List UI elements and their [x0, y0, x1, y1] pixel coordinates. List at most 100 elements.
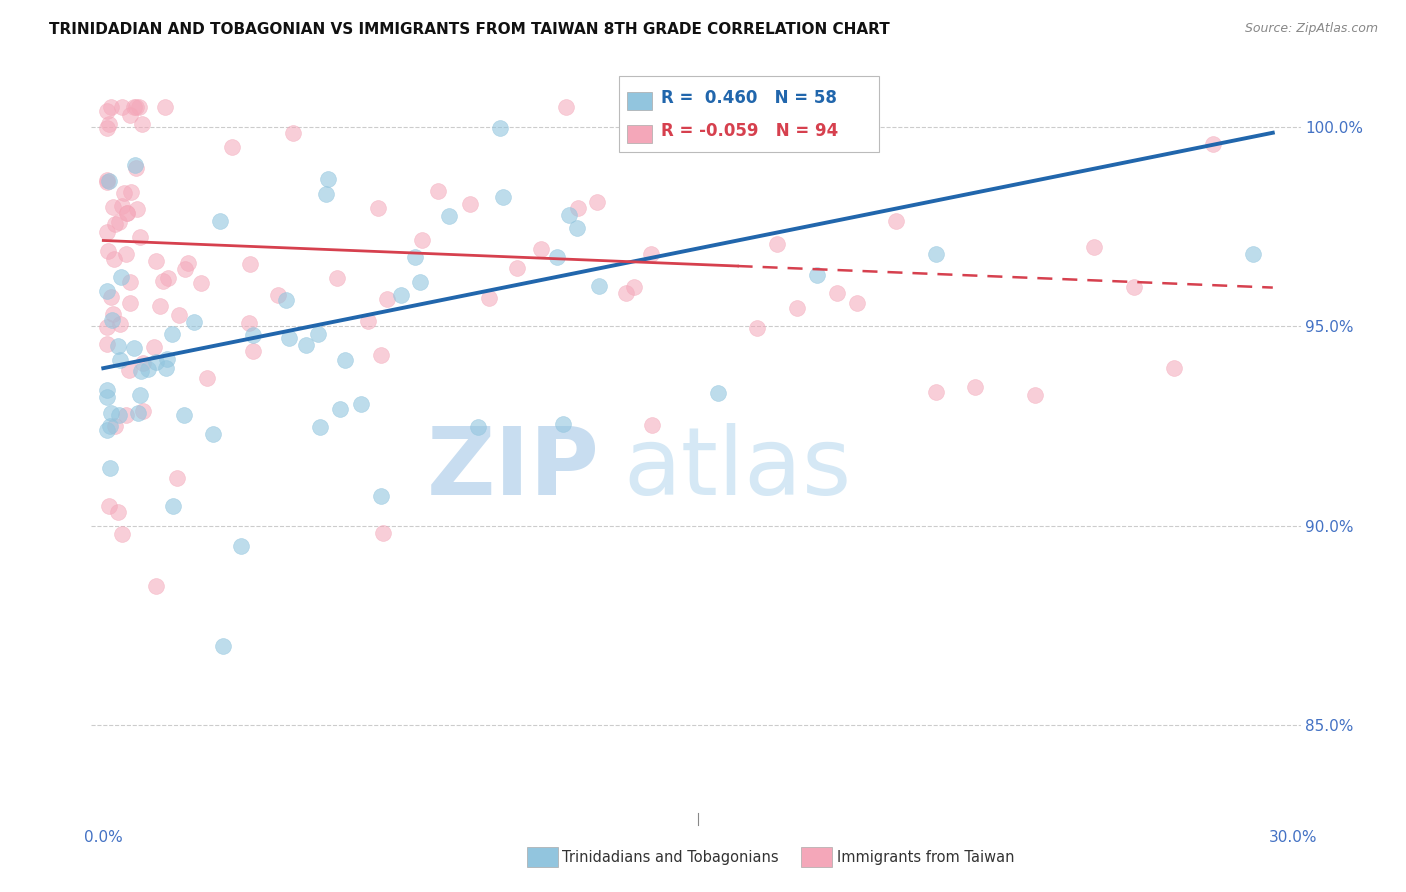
Point — [825, 285, 848, 300]
Point — [103, 307, 125, 321]
Point — [127, 405, 149, 419]
Point — [295, 338, 318, 352]
Point — [96, 337, 118, 351]
Point — [221, 140, 243, 154]
Point — [565, 220, 588, 235]
Point — [124, 161, 146, 176]
Point — [1083, 240, 1105, 254]
Point — [132, 404, 155, 418]
Point — [107, 505, 129, 519]
Point — [806, 268, 828, 282]
Point — [96, 383, 118, 397]
Point — [333, 353, 356, 368]
Point — [1024, 388, 1046, 402]
Text: atlas: atlas — [623, 423, 852, 515]
Point — [118, 108, 141, 122]
Point — [98, 174, 121, 188]
Point — [274, 293, 297, 307]
Point — [640, 247, 662, 261]
Point — [145, 579, 167, 593]
Point — [110, 269, 132, 284]
Point — [108, 408, 131, 422]
Point — [478, 291, 501, 305]
Point — [375, 292, 398, 306]
Point — [98, 460, 121, 475]
Point — [96, 103, 118, 118]
Point — [370, 348, 392, 362]
Text: Trinidadians and Tobagonians: Trinidadians and Tobagonians — [562, 850, 779, 864]
Point — [551, 417, 574, 431]
Point — [277, 331, 299, 345]
Point — [585, 195, 607, 210]
Point — [173, 408, 195, 422]
Point — [103, 252, 125, 266]
Text: R =  0.460   N = 58: R = 0.460 N = 58 — [661, 89, 837, 107]
Point — [707, 104, 730, 119]
Point — [530, 242, 553, 256]
Point — [156, 351, 179, 366]
Point — [505, 260, 527, 275]
Point — [555, 100, 578, 114]
Point — [96, 284, 118, 298]
Point — [316, 172, 339, 186]
Point — [786, 301, 808, 316]
Point — [229, 539, 252, 553]
Text: Source: ZipAtlas.com: Source: ZipAtlas.com — [1244, 22, 1378, 36]
Point — [149, 299, 172, 313]
Point — [122, 341, 145, 355]
Point — [325, 271, 347, 285]
Point — [458, 196, 481, 211]
Point — [100, 290, 122, 304]
Point — [315, 187, 337, 202]
Point — [132, 356, 155, 370]
Point — [467, 420, 489, 434]
Point — [100, 100, 122, 114]
Point — [98, 499, 121, 513]
Point — [162, 499, 184, 513]
Point — [350, 397, 373, 411]
Point — [177, 256, 200, 270]
Point — [97, 244, 120, 259]
Point — [152, 274, 174, 288]
Point — [173, 262, 195, 277]
Point — [145, 254, 167, 268]
Point — [492, 190, 515, 204]
Point — [266, 288, 288, 302]
Point — [110, 526, 132, 541]
Point — [118, 275, 141, 289]
Point — [160, 326, 183, 341]
Point — [925, 384, 948, 399]
Point — [884, 214, 907, 228]
Point — [623, 279, 645, 293]
Point — [747, 321, 769, 335]
Point — [125, 100, 148, 114]
Point — [367, 201, 389, 215]
Point — [307, 327, 329, 342]
Point — [98, 419, 121, 434]
Point — [100, 312, 122, 326]
Point — [558, 208, 581, 222]
Point — [1163, 361, 1185, 376]
Point — [166, 471, 188, 485]
Point — [98, 117, 121, 131]
Point — [153, 100, 176, 114]
Point — [142, 340, 165, 354]
Point — [107, 339, 129, 353]
Point — [1241, 247, 1264, 261]
Point — [641, 417, 664, 432]
Point — [1202, 137, 1225, 152]
Point — [101, 200, 124, 214]
Point — [411, 233, 433, 247]
Point — [211, 639, 233, 653]
Point — [190, 276, 212, 290]
Point — [117, 206, 139, 220]
Point — [488, 120, 510, 135]
Point — [96, 390, 118, 404]
Point — [111, 199, 134, 213]
Point — [616, 285, 638, 300]
Point — [309, 420, 332, 434]
Point — [96, 120, 118, 135]
Point — [128, 387, 150, 401]
Point — [845, 295, 868, 310]
Point — [1123, 280, 1146, 294]
